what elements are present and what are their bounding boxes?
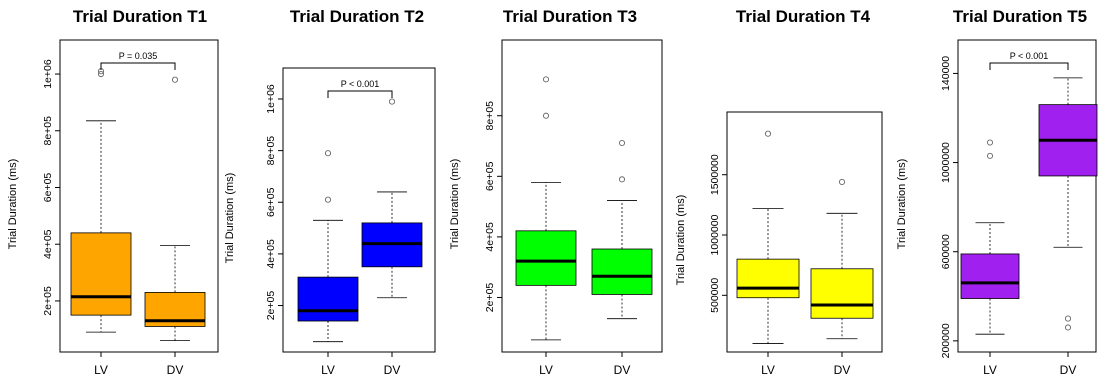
outlier-point	[542, 76, 550, 83]
box-lv	[515, 230, 577, 286]
y-tick-label: 4e+05	[42, 229, 54, 259]
outlier-point	[324, 196, 332, 203]
box-lv	[70, 232, 132, 316]
y-tick-label: 1e+06	[42, 59, 54, 89]
plot-frame	[59, 39, 219, 353]
y-tick-label: 140000	[940, 56, 952, 91]
outlier-point	[388, 98, 396, 105]
y-axis-label: Trial Duration (ms)	[896, 159, 908, 250]
chart-title: Trial Duration T4	[736, 7, 871, 26]
outlier-point	[171, 76, 179, 83]
chart-title: Trial Duration T1	[73, 7, 207, 26]
y-tick-label: 4e+05	[265, 239, 277, 269]
y-tick-label: 1000000	[940, 142, 952, 183]
x-tick-label: LV	[983, 363, 997, 377]
y-tick-label: 8e+05	[484, 101, 496, 131]
x-tick-label: LV	[94, 363, 108, 377]
panel-2: Trial Duration T2 Trial Duration (ms) 2e+0…	[224, 7, 436, 377]
outlier-point	[324, 150, 332, 157]
box-lv	[297, 276, 359, 322]
panel-3: Trial Duration T3 Trial Duration (ms) 2e+0…	[449, 7, 663, 377]
y-tick-label: 8e+05	[265, 136, 277, 166]
y-tick-label: 4e+05	[484, 222, 496, 252]
x-tick-label: DV	[614, 363, 631, 377]
chart-title: Trial Duration T5	[953, 7, 1087, 26]
box-dv	[810, 268, 874, 319]
y-tick-label: 2e+05	[42, 286, 54, 316]
y-tick-label: 6e+05	[484, 161, 496, 191]
x-tick-label: DV	[834, 363, 851, 377]
panel-4: Trial Duration T4 Trial Duration (ms) 5000…	[675, 7, 883, 377]
x-tick-label: LV	[761, 363, 775, 377]
x-tick-label: LV	[539, 363, 553, 377]
box-lv	[736, 258, 800, 299]
plot-frame	[501, 39, 663, 353]
p-value-label: P < 0.001	[341, 79, 380, 89]
p-value-label: P = 0.035	[119, 51, 158, 61]
significance-bracket	[100, 62, 176, 70]
outlier-point	[1064, 315, 1072, 322]
outlier-point	[542, 112, 550, 119]
x-tick-label: DV	[384, 363, 401, 377]
outlier-point	[618, 139, 626, 147]
significance-bracket	[327, 90, 393, 98]
outlier-point	[1064, 324, 1072, 331]
y-tick-label: 6e+05	[265, 187, 277, 217]
chart-title: Trial Duration T3	[503, 7, 637, 26]
x-tick-label: DV	[167, 363, 184, 377]
x-tick-label: LV	[321, 363, 335, 377]
outlier-point	[986, 152, 994, 159]
chart-title: Trial Duration T2	[290, 7, 424, 26]
y-tick-label: 600000	[940, 234, 952, 269]
x-tick-label: DV	[1060, 363, 1077, 377]
box-lv	[960, 253, 1020, 299]
panel-5: Trial Duration T5 Trial Duration (ms) 2000…	[896, 7, 1098, 377]
outlier-point	[618, 176, 626, 183]
y-tick-label: 1e+06	[265, 84, 277, 114]
y-tick-label: 500000	[709, 278, 721, 313]
y-axis-label: Trial Duration (ms)	[449, 159, 461, 250]
y-axis-label: Trial Duration (ms)	[675, 195, 687, 286]
y-tick-label: 8e+05	[42, 116, 54, 146]
significance-bracket	[989, 62, 1069, 70]
y-tick-label: 1500000	[709, 154, 721, 195]
p-value-label: P < 0.001	[1010, 51, 1049, 61]
outlier-point	[986, 139, 994, 146]
y-tick-label: 2e+05	[484, 283, 496, 313]
y-axis-label: Trial Duration (ms)	[224, 173, 236, 264]
box-dv	[591, 248, 653, 295]
y-tick-label: 200000	[940, 323, 952, 358]
y-tick-label: 2e+05	[265, 291, 277, 321]
outlier-point	[838, 178, 846, 185]
y-tick-label: 1000000	[709, 214, 721, 255]
y-tick-label: 6e+05	[42, 173, 54, 203]
plot-frame	[726, 111, 883, 353]
plot-frame	[282, 67, 436, 353]
outlier-point	[97, 70, 105, 78]
plot-frame	[957, 39, 1097, 353]
panel-1: Trial Duration T1 Trial Duration (ms) 2e+0…	[7, 7, 219, 377]
outlier-point	[764, 130, 772, 137]
y-axis-label: Trial Duration (ms)	[7, 159, 19, 250]
